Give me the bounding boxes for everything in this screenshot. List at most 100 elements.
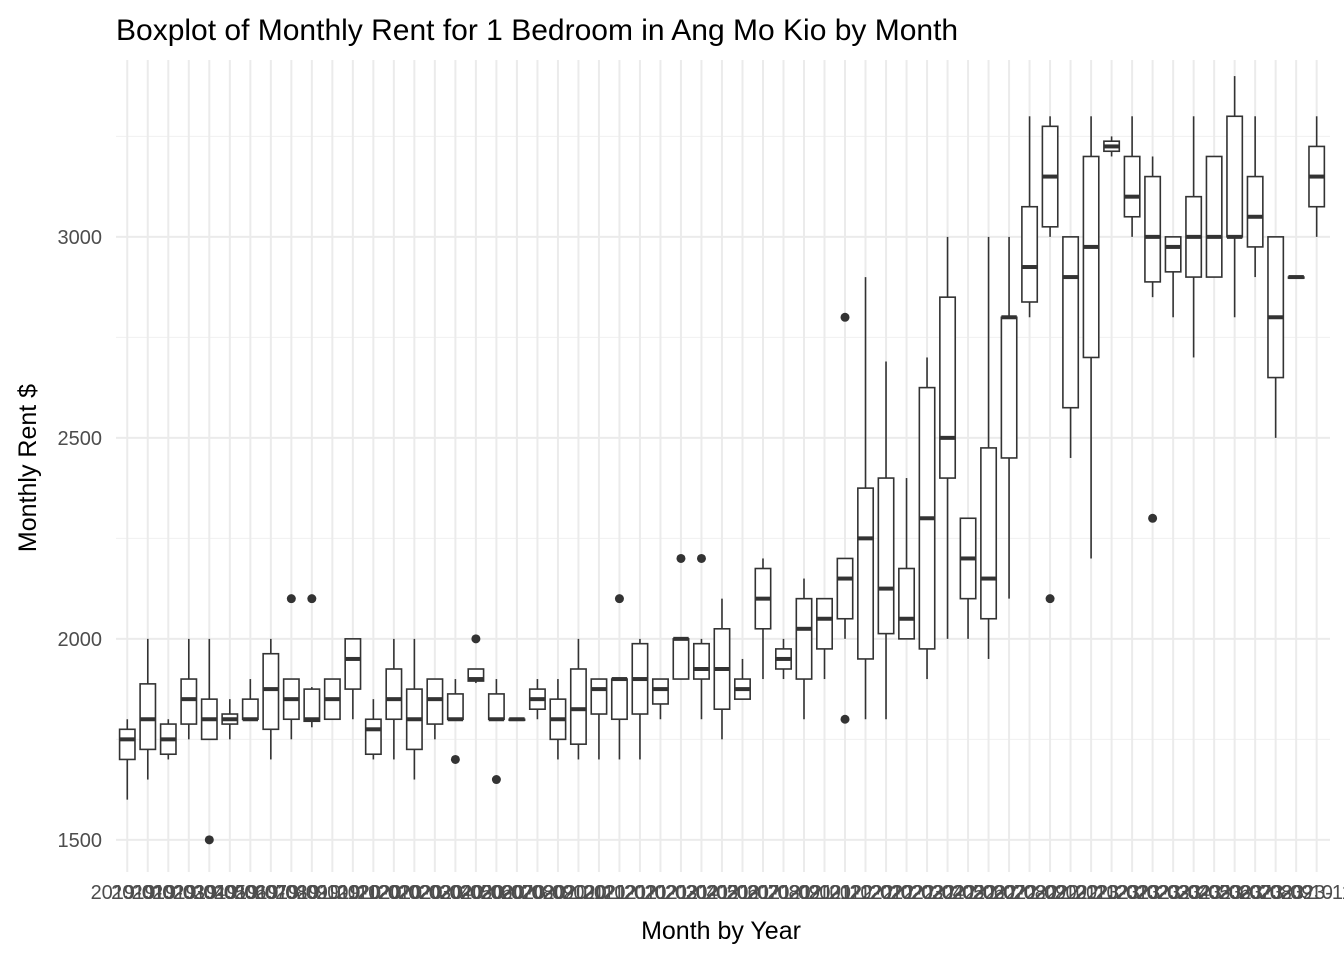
x-tick-label: 2019-03 (132, 882, 205, 904)
iqr-box (795, 597, 813, 680)
box-group (1123, 116, 1141, 237)
box-group (1041, 116, 1059, 604)
box-group (180, 638, 198, 740)
box-group (672, 553, 690, 680)
box-group (344, 638, 362, 720)
iqr-box (139, 683, 157, 751)
box-group (446, 679, 464, 764)
iqr-box (1246, 175, 1264, 248)
box-group (980, 236, 998, 659)
x-tick-label: 2021-02 (603, 882, 676, 904)
x-tick-label: 2019-10 (275, 882, 348, 904)
x-tick-label: 2021-09 (747, 882, 820, 904)
iqr-box (1144, 175, 1162, 283)
x-tick-label: 2019-04 (152, 882, 225, 904)
box-group (959, 517, 977, 639)
box-group (487, 679, 505, 785)
box-group (692, 553, 710, 720)
x-tick-label: 2021-01 (583, 882, 656, 904)
box-group (364, 699, 382, 760)
iqr-box (692, 642, 710, 680)
iqr-box (1205, 155, 1223, 278)
box-group (939, 236, 957, 639)
x-tick-label: 2023-07 (1198, 882, 1271, 904)
x-tick-label: 2019-08 (234, 882, 307, 904)
x-axis-ticks: 2019-012019-022019-032019-042019-052019-… (91, 882, 1344, 904)
iqr-box (1123, 155, 1141, 218)
box-group (713, 598, 731, 740)
x-tick-label: 2019-05 (173, 882, 246, 904)
box-group (1205, 155, 1223, 278)
outlier-point (450, 754, 460, 764)
iqr-box (385, 668, 403, 721)
iqr-box (118, 728, 136, 761)
iqr-box (610, 678, 628, 721)
box-group (1185, 116, 1203, 358)
x-tick-label: 2019-01 (91, 882, 164, 904)
x-axis-title: Month by Year (641, 917, 801, 945)
x-tick-label: 2019-02 (111, 882, 184, 904)
x-tick-label: 2021-05 (665, 882, 738, 904)
x-tick-label: 2023-05 (1157, 882, 1230, 904)
x-tick-label: 2022-07 (952, 882, 1025, 904)
x-tick-label: 2020-07 (460, 882, 533, 904)
box-group (816, 597, 833, 680)
box-group (1103, 136, 1121, 157)
x-tick-label: 2020-10 (521, 882, 594, 904)
iqr-box (303, 688, 321, 723)
outlier-point (696, 553, 706, 563)
box-group (262, 638, 280, 760)
x-tick-label: 2021-06 (685, 882, 758, 904)
x-tick-label: 2022-06 (931, 882, 1004, 904)
x-tick-label: 2021-11 (789, 882, 861, 904)
x-tick-label: 2023-02 (1095, 882, 1168, 904)
box-group (898, 478, 916, 640)
iqr-box (487, 693, 505, 721)
box-group (631, 638, 649, 760)
x-tick-label: 2023-09 (1239, 882, 1312, 904)
box-group (426, 678, 444, 740)
iqr-box (1267, 236, 1285, 379)
iqr-box (1082, 155, 1100, 359)
x-tick-label: 2020-02 (357, 882, 430, 904)
x-tick-label: 2021-03 (624, 882, 697, 904)
outlier-point (840, 714, 850, 724)
y-axis-ticks: 1500 2000 2500 3000 (58, 227, 103, 852)
x-tick-label: 2022-10 (1013, 882, 1086, 904)
box-group (1287, 275, 1305, 280)
x-tick-label: 2019-11 (296, 882, 368, 904)
iqr-box (344, 638, 362, 690)
x-tick-label: 2022-09 (993, 882, 1066, 904)
iqr-box (241, 698, 259, 721)
iqr-box (1062, 236, 1080, 409)
x-tick-label: 2022-01 (829, 882, 902, 904)
iqr-box (590, 678, 608, 715)
x-tick-label: 2022-08 (972, 882, 1045, 904)
box-group (1144, 156, 1162, 523)
outlier-point (1045, 594, 1055, 604)
x-tick-label: 2023-08 (1218, 882, 1291, 904)
outlier-point (676, 553, 686, 563)
x-tick-label: 2020-12 (562, 882, 635, 904)
box-group (775, 638, 792, 680)
box-group (282, 594, 300, 740)
iqr-box (651, 678, 669, 705)
box-group (241, 679, 259, 722)
iqr-box (364, 718, 382, 756)
outlier-point (471, 634, 481, 644)
outlier-point (840, 312, 850, 322)
outlier-point (307, 594, 317, 604)
box-group (159, 719, 177, 760)
box-group (508, 717, 526, 722)
outlier-point (491, 775, 501, 785)
box-group (918, 357, 936, 680)
chart-title: Boxplot of Monthly Rent for 1 Bedroom in… (116, 14, 958, 47)
y-tick-label: 2500 (58, 428, 103, 450)
x-tick-label: 2021-04 (644, 882, 717, 904)
box-group (221, 699, 239, 740)
box-group (1021, 116, 1039, 318)
box-group (836, 312, 854, 724)
box-group (1226, 76, 1244, 318)
x-tick-label: 2019-07 (214, 882, 287, 904)
